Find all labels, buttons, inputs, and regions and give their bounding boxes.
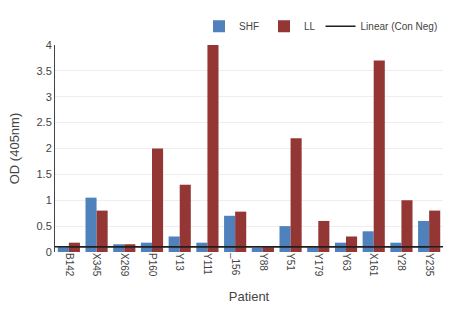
svg-text:3: 3	[46, 91, 52, 103]
svg-text:2: 2	[46, 142, 52, 154]
svg-text:3.5: 3.5	[37, 65, 52, 77]
svg-text:X161: X161	[368, 253, 379, 277]
svg-text:Y88: Y88	[258, 253, 269, 271]
svg-text:OD (405nm): OD (405nm)	[7, 113, 22, 185]
svg-text:4: 4	[46, 39, 52, 51]
svg-text:0.5: 0.5	[37, 220, 52, 232]
svg-text:B142: B142	[64, 253, 75, 277]
svg-text:Patient: Patient	[229, 289, 270, 304]
svg-text:1.5: 1.5	[37, 168, 52, 180]
svg-text:X269: X269	[119, 253, 130, 277]
svg-text:LL: LL	[304, 21, 316, 32]
svg-text:Y111: Y111	[202, 253, 213, 275]
svg-text:Y28: Y28	[396, 253, 407, 271]
svg-text:_156: _156	[230, 252, 241, 276]
svg-text:2.5: 2.5	[37, 116, 52, 128]
svg-text:P160: P160	[147, 253, 158, 277]
svg-text:Y51: Y51	[285, 253, 296, 271]
svg-text:0: 0	[46, 246, 52, 258]
svg-text:Y13: Y13	[174, 253, 185, 271]
svg-text:1: 1	[46, 194, 52, 206]
svg-text:Linear (Con Neg): Linear (Con Neg)	[361, 21, 438, 32]
svg-text:SHF: SHF	[239, 21, 259, 32]
svg-text:Y179: Y179	[313, 253, 324, 277]
svg-text:Y235: Y235	[424, 253, 435, 277]
svg-text:Y63: Y63	[341, 253, 352, 271]
svg-text:X345: X345	[91, 253, 102, 277]
